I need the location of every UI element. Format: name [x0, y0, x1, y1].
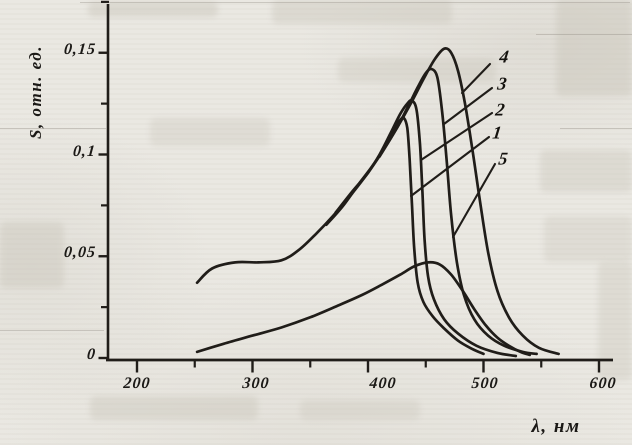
x-tick-label: 300: [241, 375, 270, 392]
x-axis-title: λ, нм: [531, 416, 581, 437]
curve-1-leader-line: [409, 135, 491, 198]
tick-marks: [98, 0, 601, 373]
curve-4-leader-line: [460, 62, 492, 95]
x-tick-label: 600: [588, 375, 618, 392]
curve-2-leader-line: [419, 111, 494, 162]
leader-lines: [409, 62, 497, 239]
curve-1: [325, 116, 485, 356]
y-tick-label: 0,15: [63, 40, 97, 58]
y-tick-label: 0,05: [63, 244, 97, 262]
curve-2: [334, 98, 518, 358]
curves: [195, 47, 560, 358]
curve-4: [195, 47, 560, 356]
x-tick-label: 200: [122, 375, 152, 392]
y-tick-label: 0,1: [72, 142, 97, 160]
curve-3-leader-line: [442, 86, 494, 126]
x-tick-label: 400: [368, 375, 398, 392]
curve-5: [195, 260, 532, 357]
curve-5-leader-line: [451, 162, 497, 239]
curve-3: [378, 67, 538, 356]
y-tick-label: 0: [86, 346, 97, 363]
x-tick-label: 500: [470, 375, 499, 392]
